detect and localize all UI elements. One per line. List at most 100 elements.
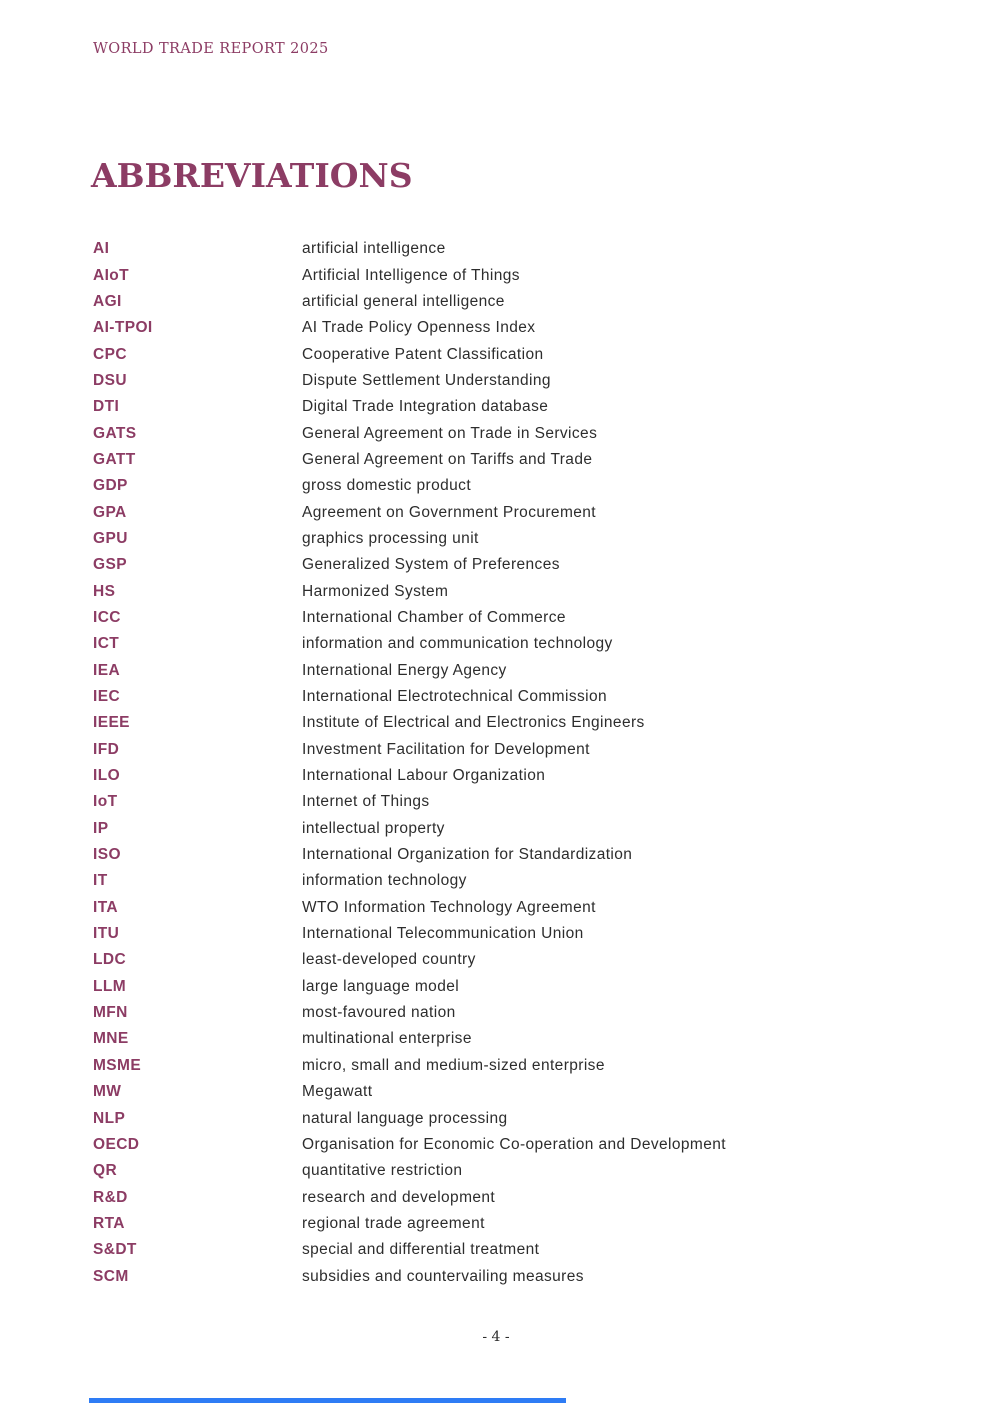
abbreviation-definition: Harmonized System xyxy=(302,582,449,600)
abbreviation-term: DTI xyxy=(93,398,120,416)
abbreviation-term: SCM xyxy=(93,1267,129,1285)
abbreviation-definition: information technology xyxy=(302,872,467,890)
abbreviation-term: IT xyxy=(93,872,108,890)
abbreviation-definition: International Organization for Standardi… xyxy=(302,846,633,864)
abbreviation-term: MW xyxy=(93,1083,122,1101)
abbreviation-row: IEEE Institute of Electrical and Electron… xyxy=(93,710,913,736)
abbreviation-definition: special and differential treatment xyxy=(302,1241,540,1259)
abbreviation-row: HS Harmonized System xyxy=(93,578,913,604)
abbreviation-definition: most-favoured nation xyxy=(302,1004,456,1022)
abbreviation-row: ISO International Organization for Standa… xyxy=(93,842,913,868)
abbreviation-term: ICC xyxy=(93,608,121,626)
abbreviation-row: GPU graphics processing unit xyxy=(93,526,913,552)
abbreviation-definition: Institute of Electrical and Electronics … xyxy=(302,714,645,732)
abbreviation-definition: regional trade agreement xyxy=(302,1214,485,1232)
abbreviation-term: DSU xyxy=(93,371,127,389)
abbreviation-row: QR quantitative restriction xyxy=(93,1158,913,1184)
abbreviation-row: LLM large language model xyxy=(93,974,913,1000)
abbreviation-row: GDP gross domestic product xyxy=(93,473,913,499)
abbreviation-definition: Internet of Things xyxy=(302,793,430,811)
abbreviation-definition: Investment Facilitation for Development xyxy=(302,740,590,758)
abbreviation-definition: Generalized System of Preferences xyxy=(302,556,560,574)
abbreviation-term: ISO xyxy=(93,846,121,864)
abbreviation-row: GPA Agreement on Government Procurement xyxy=(93,499,913,525)
abbreviation-term: MNE xyxy=(93,1030,129,1048)
abbreviation-term: MFN xyxy=(93,1004,128,1022)
abbreviation-definition: Digital Trade Integration database xyxy=(302,398,549,416)
abbreviation-row: ITA WTO Information Technology Agreement xyxy=(93,895,913,921)
abbreviation-term: R&D xyxy=(93,1188,128,1206)
abbreviation-term: GPA xyxy=(93,503,127,521)
abbreviation-term: NLP xyxy=(93,1109,126,1127)
abbreviation-definition: Organisation for Economic Co-operation a… xyxy=(302,1135,726,1153)
abbreviation-term: OECD xyxy=(93,1135,140,1153)
abbreviation-definition: Artificial Intelligence of Things xyxy=(302,266,520,284)
abbreviation-row: R&D research and development xyxy=(93,1184,913,1210)
page-number: - 4 - xyxy=(482,1329,510,1345)
abbreviation-row: AI-TPOI AI Trade Policy Openness Index xyxy=(93,315,913,341)
abbreviation-term: IFD xyxy=(93,740,120,758)
abbreviation-definition: Dispute Settlement Understanding xyxy=(302,371,551,389)
abbreviation-definition: AI Trade Policy Openness Index xyxy=(302,319,536,337)
abbreviation-row: RTA regional trade agreement xyxy=(93,1211,913,1237)
abbreviation-row: ILO International Labour Organization xyxy=(93,763,913,789)
abbreviation-term: ITU xyxy=(93,925,120,943)
abbreviation-term: RTA xyxy=(93,1214,125,1232)
abbreviation-definition: research and development xyxy=(302,1188,496,1206)
abbreviation-definition: International Electrotechnical Commissio… xyxy=(302,688,608,706)
abbreviation-definition: intellectual property xyxy=(302,819,445,837)
abbreviation-term: GPU xyxy=(93,529,128,547)
abbreviation-definition: subsidies and countervailing measures xyxy=(302,1267,584,1285)
abbreviation-row: AGI artificial general intelligence xyxy=(93,289,913,315)
abbreviation-term: HS xyxy=(93,582,116,600)
abbreviation-row: IP intellectual property xyxy=(93,816,913,842)
abbreviation-row: SCM subsidies and countervailing measures xyxy=(93,1263,913,1289)
abbreviation-definition: Agreement on Government Procurement xyxy=(302,503,596,521)
selection-highlight-bar xyxy=(89,1398,566,1403)
abbreviation-row: CPC Cooperative Patent Classification xyxy=(93,341,913,367)
abbreviation-definition: information and communication technology xyxy=(302,635,613,653)
abbreviation-row: ICT information and communication technol… xyxy=(93,631,913,657)
abbreviation-definition: Cooperative Patent Classification xyxy=(302,345,544,363)
abbreviation-definition: artificial intelligence xyxy=(302,240,446,258)
abbreviation-definition: micro, small and medium-sized enterprise xyxy=(302,1056,605,1074)
abbreviation-term: MSME xyxy=(93,1056,142,1074)
abbreviation-row: MFN most-favoured nation xyxy=(93,1000,913,1026)
abbreviation-row: S&DT special and differential treatment xyxy=(93,1237,913,1263)
abbreviation-row: GATT General Agreement on Tariffs and Tra… xyxy=(93,447,913,473)
abbreviation-row: AI artificial intelligence xyxy=(93,236,913,262)
abbreviation-definition: WTO Information Technology Agreement xyxy=(302,898,596,916)
abbreviation-row: GATS General Agreement on Trade in Servic… xyxy=(93,420,913,446)
abbreviation-term: IEC xyxy=(93,688,121,706)
abbreviation-definition: least-developed country xyxy=(302,951,476,969)
abbreviation-definition: General Agreement on Tariffs and Trade xyxy=(302,450,593,468)
abbreviation-term: GDP xyxy=(93,477,128,495)
abbreviation-row: IT information technology xyxy=(93,868,913,894)
abbreviation-definition: International Energy Agency xyxy=(302,661,507,679)
abbreviation-row: MNE multinational enterprise xyxy=(93,1026,913,1052)
abbreviation-definition: International Chamber of Commerce xyxy=(302,608,566,626)
abbreviation-term: S&DT xyxy=(93,1241,137,1259)
abbreviation-term: ILO xyxy=(93,767,121,785)
abbreviation-row: IEC International Electrotechnical Commis… xyxy=(93,684,913,710)
abbreviation-term: GSP xyxy=(93,556,127,574)
abbreviation-term: AIoT xyxy=(93,266,130,284)
abbreviation-term: AI xyxy=(93,240,110,258)
abbreviation-definition: quantitative restriction xyxy=(302,1162,463,1180)
abbreviation-definition: multinational enterprise xyxy=(302,1030,472,1048)
abbreviation-row: IoT Internet of Things xyxy=(93,789,913,815)
abbreviation-term: ICT xyxy=(93,635,120,653)
abbreviation-term: LLM xyxy=(93,977,127,995)
abbreviation-definition: International Telecommunication Union xyxy=(302,925,584,943)
abbreviation-row: MSME micro, small and medium-sized enterp… xyxy=(93,1053,913,1079)
abbreviation-term: GATS xyxy=(93,424,137,442)
abbreviation-row: NLP natural language processing xyxy=(93,1105,913,1131)
abbreviation-row: DTI Digital Trade Integration database xyxy=(93,394,913,420)
abbreviation-row: OECD Organisation for Economic Co-operati… xyxy=(93,1132,913,1158)
abbreviation-row: IFD Investment Facilitation for Developme… xyxy=(93,737,913,763)
abbreviation-definition: artificial general intelligence xyxy=(302,292,505,310)
abbreviation-term: AGI xyxy=(93,292,122,310)
abbreviation-term: IP xyxy=(93,819,109,837)
abbreviation-term: AI-TPOI xyxy=(93,319,153,337)
